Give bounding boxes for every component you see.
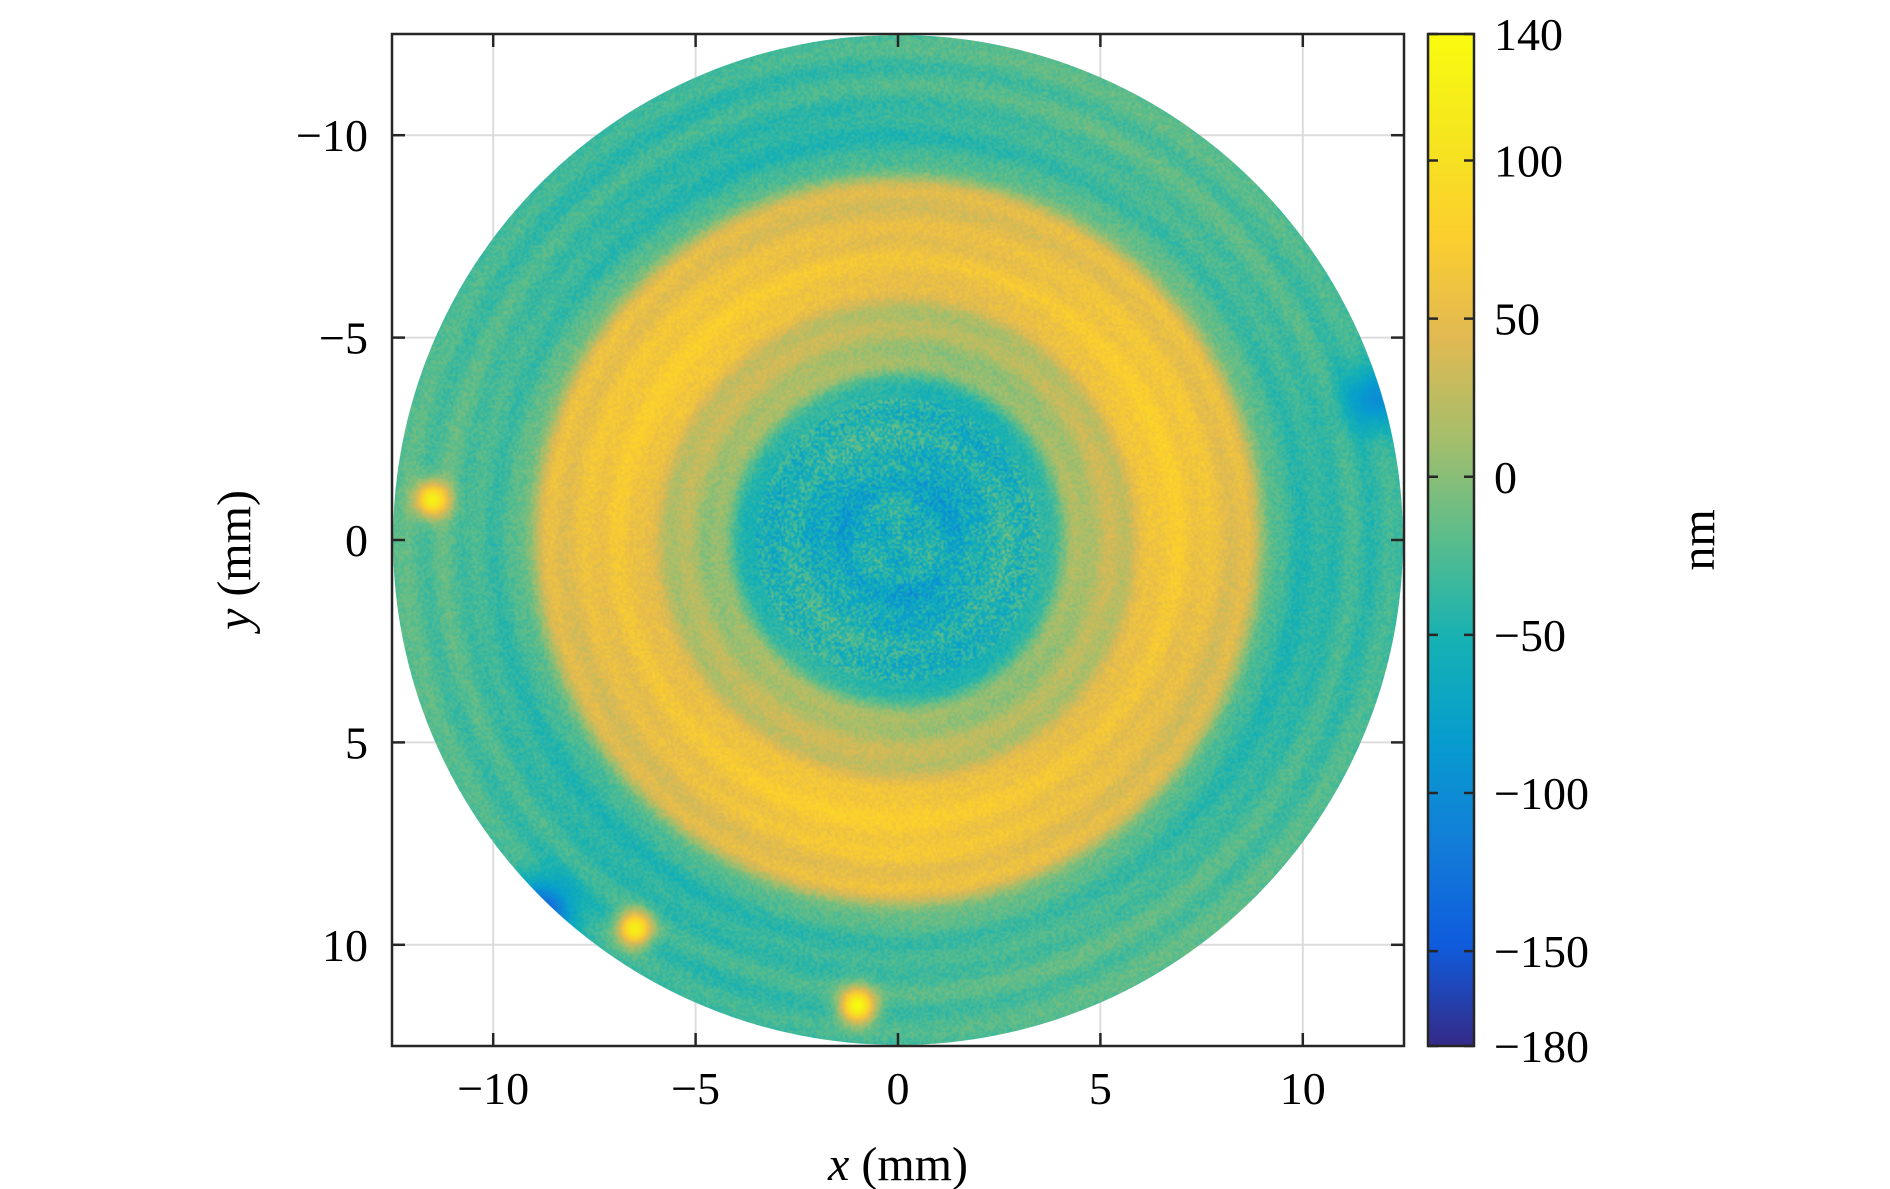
colorbar-tick-label: −100 bbox=[1494, 768, 1589, 819]
colorbar bbox=[1426, 32, 1476, 1048]
colorbar-tick-label: 140 bbox=[1494, 9, 1563, 60]
y-tick-label: 0 bbox=[345, 515, 368, 566]
x-axis-label: x (mm) bbox=[827, 1138, 968, 1189]
y-tick-label: −5 bbox=[319, 313, 368, 364]
colorbar-tick-label: −50 bbox=[1494, 610, 1566, 661]
y-tick-label: 10 bbox=[322, 920, 368, 971]
colorbar-tick-label: −180 bbox=[1494, 1021, 1589, 1072]
y-tick-label: −10 bbox=[296, 110, 368, 161]
colorbar-tick-label: 0 bbox=[1494, 452, 1517, 503]
y-tick-label: 5 bbox=[345, 717, 368, 768]
colorbar-tick-label: 50 bbox=[1494, 294, 1540, 345]
colorbar-label: nm bbox=[1672, 509, 1725, 570]
x-tick-label: 0 bbox=[887, 1063, 910, 1114]
x-tick-label: −5 bbox=[671, 1063, 720, 1114]
y-axis-label: y (mm) bbox=[208, 490, 261, 635]
axis-ticks: −10 −5 0 5 10 −10 −5 0 5 10 bbox=[296, 34, 1404, 1114]
x-tick-label: −10 bbox=[457, 1063, 529, 1114]
colorbar-tick-label: 100 bbox=[1494, 136, 1563, 187]
colorbar-ticks: 140 100 50 0 −50 −100 −150 −180 bbox=[1428, 9, 1589, 1072]
colorbar-tick-label: −150 bbox=[1494, 926, 1589, 977]
x-tick-label: 5 bbox=[1089, 1063, 1112, 1114]
surface-height-map bbox=[393, 35, 1403, 1045]
x-tick-label: 10 bbox=[1280, 1063, 1326, 1114]
